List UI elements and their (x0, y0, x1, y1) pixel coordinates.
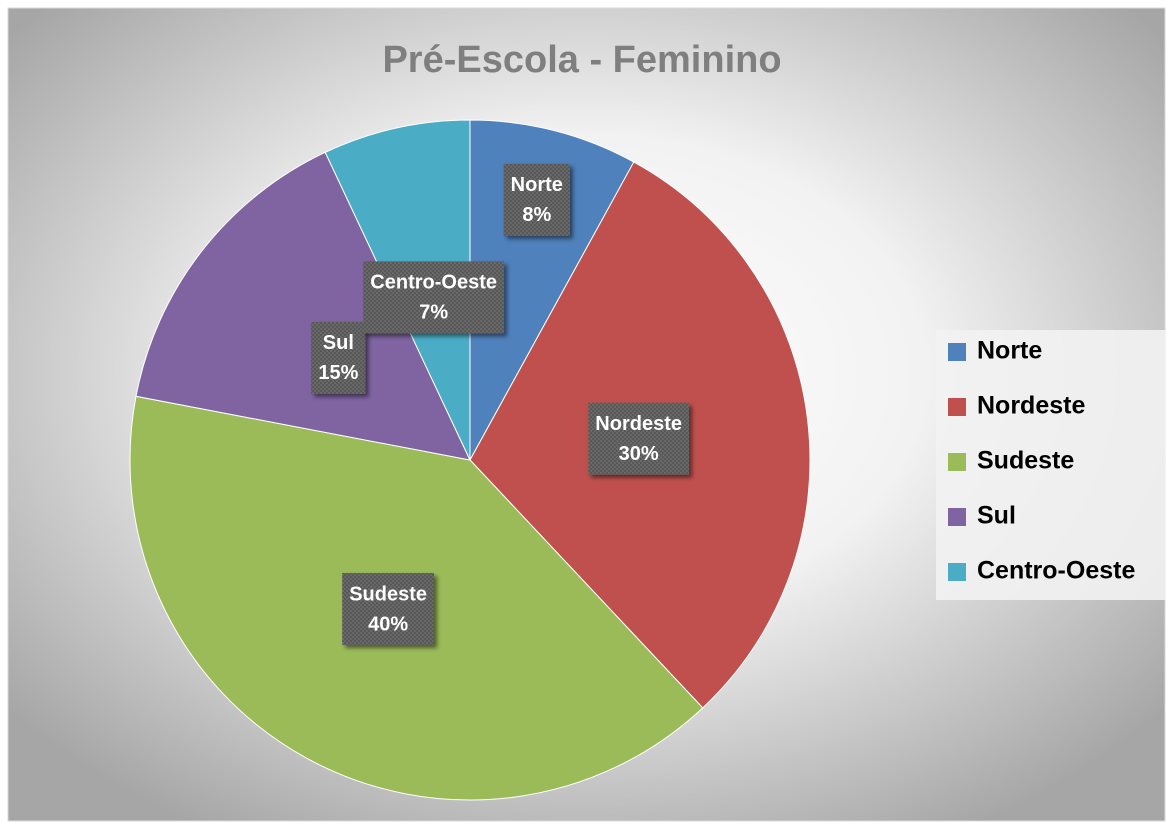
data-label-box (588, 402, 690, 475)
data-label-name: Norte (511, 174, 563, 196)
data-label-value: 7% (419, 302, 448, 324)
data-label: Centro-Oeste 7% (363, 261, 505, 334)
data-label: Sul 15% (311, 321, 366, 394)
legend-label: Sudeste (977, 447, 1074, 475)
data-label: Nordeste 30% (588, 402, 690, 475)
legend-label: Nordeste (977, 392, 1085, 420)
data-label-name: Sudeste (349, 583, 427, 605)
chart-title: Pré-Escola - Feminino (382, 39, 781, 81)
legend-label: Sul (977, 502, 1016, 530)
legend-label: Norte (977, 337, 1042, 365)
data-label-box (363, 261, 505, 334)
data-label-box (311, 321, 366, 394)
data-label-name: Centro-Oeste (370, 272, 497, 294)
data-label-box (503, 163, 570, 236)
legend-swatch (948, 453, 966, 471)
data-label-name: Nordeste (595, 413, 682, 435)
data-label-value: 8% (522, 204, 551, 226)
data-label-name: Sul (323, 332, 354, 354)
data-label-value: 30% (619, 443, 659, 465)
data-label: Sudeste 40% (342, 572, 435, 645)
legend-swatch (948, 563, 966, 581)
data-label: Norte 8% (503, 163, 570, 236)
data-label-value: 15% (318, 362, 358, 384)
legend-swatch (948, 508, 966, 526)
legend-swatch (948, 398, 966, 416)
legend-label: Centro-Oeste (977, 557, 1135, 585)
pie-slice (135, 151, 471, 461)
data-label-value: 40% (368, 613, 408, 635)
legend-swatch (948, 343, 966, 361)
legend-box (936, 330, 1166, 600)
data-label-box (342, 572, 435, 645)
